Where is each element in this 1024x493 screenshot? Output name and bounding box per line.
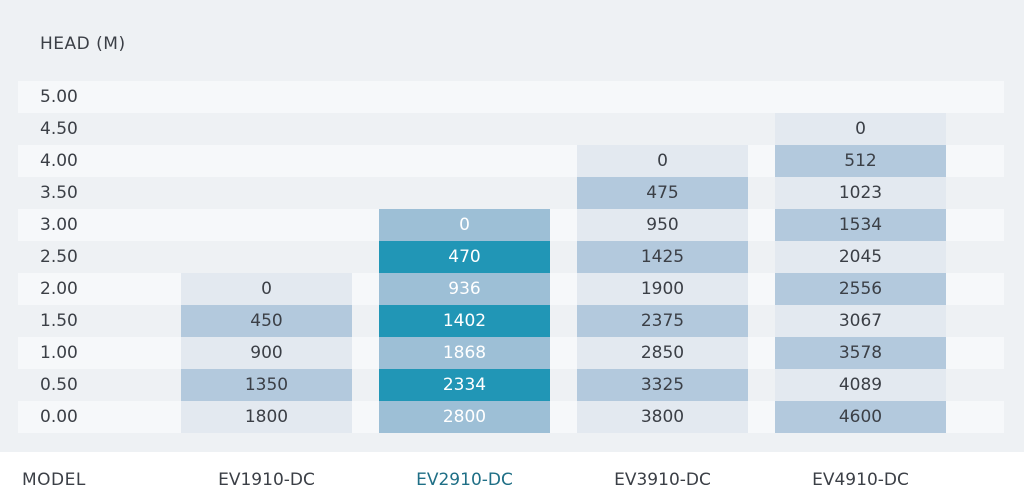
y-axis-label: HEAD (M) bbox=[40, 34, 126, 54]
data-cell: 1800 bbox=[181, 401, 352, 433]
data-cell: 2556 bbox=[775, 273, 946, 305]
data-cell: 0 bbox=[379, 209, 550, 241]
y-tick-label: 4.00 bbox=[40, 151, 78, 171]
y-tick-label: 0.00 bbox=[40, 407, 78, 427]
model-tick-label: EV4910-DC bbox=[812, 470, 909, 490]
y-tick-label: 0.50 bbox=[40, 375, 78, 395]
y-tick-label: 2.00 bbox=[40, 279, 78, 299]
data-cell: 1534 bbox=[775, 209, 946, 241]
data-cell: 4600 bbox=[775, 401, 946, 433]
row-stripe bbox=[18, 81, 1004, 113]
data-cell: 900 bbox=[181, 337, 352, 369]
model-tick-label: EV2910-DC bbox=[416, 470, 513, 490]
data-cell: 512 bbox=[775, 145, 946, 177]
y-tick-label: 5.00 bbox=[40, 87, 78, 107]
data-cell: 1350 bbox=[181, 369, 352, 401]
data-cell: 2850 bbox=[577, 337, 748, 369]
model-tick-label: EV3910-DC bbox=[614, 470, 711, 490]
data-cell: 1402 bbox=[379, 305, 550, 337]
y-tick-label: 3.00 bbox=[40, 215, 78, 235]
data-cell: 1425 bbox=[577, 241, 748, 273]
data-cell: 475 bbox=[577, 177, 748, 209]
data-cell: 4089 bbox=[775, 369, 946, 401]
data-cell: 1900 bbox=[577, 273, 748, 305]
data-cell: 0 bbox=[577, 145, 748, 177]
data-cell: 0 bbox=[775, 113, 946, 145]
y-tick-label: 3.50 bbox=[40, 183, 78, 203]
data-cell: 2334 bbox=[379, 369, 550, 401]
data-cell: 3325 bbox=[577, 369, 748, 401]
data-cell: 2375 bbox=[577, 305, 748, 337]
data-cell: 950 bbox=[577, 209, 748, 241]
y-tick-label: 4.50 bbox=[40, 119, 78, 139]
y-tick-label: 1.00 bbox=[40, 343, 78, 363]
data-cell: 3067 bbox=[775, 305, 946, 337]
x-axis-label: MODEL bbox=[22, 470, 86, 490]
data-cell: 3578 bbox=[775, 337, 946, 369]
data-cell: 2800 bbox=[379, 401, 550, 433]
y-tick-label: 1.50 bbox=[40, 311, 78, 331]
y-tick-label: 2.50 bbox=[40, 247, 78, 267]
data-cell: 1023 bbox=[775, 177, 946, 209]
data-cell: 450 bbox=[181, 305, 352, 337]
data-cell: 1868 bbox=[379, 337, 550, 369]
model-tick-label: EV1910-DC bbox=[218, 470, 315, 490]
data-cell: 0 bbox=[181, 273, 352, 305]
data-cell: 936 bbox=[379, 273, 550, 305]
data-cell: 3800 bbox=[577, 401, 748, 433]
data-cell: 2045 bbox=[775, 241, 946, 273]
data-cell: 470 bbox=[379, 241, 550, 273]
